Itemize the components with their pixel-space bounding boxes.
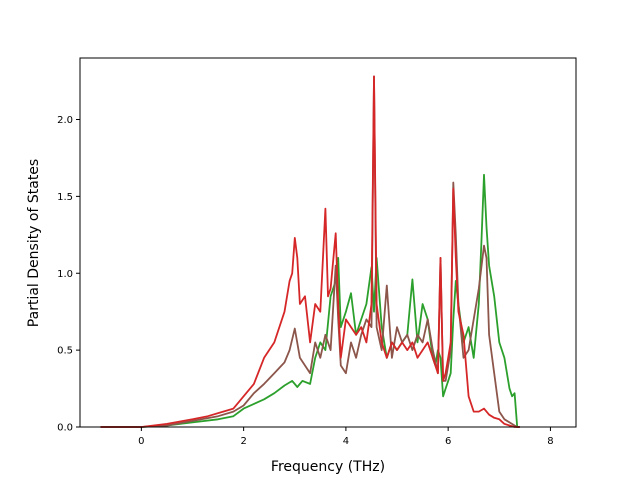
y-axis-ticks: 0.0 0.5 1.0 1.5 2.0 (57, 115, 80, 434)
x-axis-label: Frequency (THz) (271, 459, 385, 475)
y-tick-label: 1.0 (57, 269, 73, 280)
series-lines (100, 75, 520, 428)
series-line-1 (100, 173, 520, 428)
x-tick-label: 8 (547, 436, 553, 447)
y-tick-label: 0.5 (57, 346, 73, 357)
plot-frame (79, 57, 577, 428)
y-axis-label: Partial Density of States (26, 159, 42, 327)
series-line-2 (100, 75, 520, 428)
x-axis-ticks: 0 2 4 6 8 (138, 427, 554, 447)
y-tick-label: 2.0 (57, 115, 73, 126)
y-tick-label: 0.0 (57, 423, 73, 434)
x-tick-label: 0 (138, 436, 144, 447)
y-tick-label: 1.5 (57, 192, 73, 203)
x-tick-label: 4 (343, 436, 349, 447)
x-tick-label: 2 (240, 436, 246, 447)
series-line-3 (100, 75, 520, 428)
x-tick-label: 6 (445, 436, 451, 447)
